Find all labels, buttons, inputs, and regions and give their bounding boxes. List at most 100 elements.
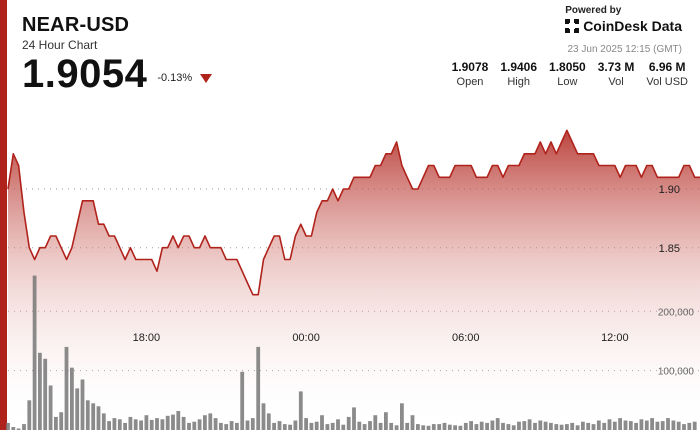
powered-by-label: Powered by [565, 5, 622, 16]
volume-tick-label: 100,000 [658, 367, 695, 378]
stat-value: 1.9406 [500, 60, 538, 74]
stat-label: Low [557, 76, 578, 88]
volume-bar [474, 424, 479, 430]
volume-bar [549, 422, 553, 430]
volume-bar [676, 421, 681, 430]
x-tick-label: 12:00 [601, 332, 629, 344]
volume-bar [261, 403, 266, 430]
volume-bar [117, 419, 122, 430]
volume-bar [330, 422, 335, 430]
volume-bar [38, 352, 42, 430]
volume-bar [612, 421, 617, 430]
x-tick-label: 18:00 [133, 332, 161, 344]
volume-bar [250, 418, 255, 430]
volume-bar [213, 418, 218, 430]
volume-bar [389, 422, 394, 430]
price-line [7, 129, 700, 296]
volume-bar [309, 422, 314, 430]
volume-bar [538, 420, 543, 430]
volume-bar [586, 422, 591, 430]
volume-bar [362, 424, 367, 430]
price-area [8, 130, 700, 430]
volume-bar [479, 421, 484, 430]
volume-bar [607, 419, 612, 430]
volume-bar [602, 422, 607, 430]
volume-bar [554, 424, 559, 430]
volume-bar [666, 418, 670, 430]
current-price: 1.9054 [22, 52, 148, 96]
volume-bar [203, 415, 207, 430]
volume-bar [293, 420, 298, 430]
volume-bar [671, 420, 676, 430]
volume-layer [6, 275, 697, 430]
volume-bar [192, 421, 197, 430]
volume-bar [298, 391, 303, 430]
volume-bar [304, 418, 308, 430]
coindesk-logo-icon [565, 19, 580, 33]
stat-value: 6.96 M [648, 60, 686, 74]
volume-bar [682, 424, 686, 430]
volume-bar [437, 424, 442, 430]
volume-bar [410, 415, 415, 430]
stat-value: 1.8050 [549, 60, 586, 74]
volume-bar [495, 418, 500, 430]
volume-bar [336, 419, 340, 430]
stat-vol: 3.73 M Vol [598, 60, 635, 88]
volume-bar [527, 419, 532, 430]
volume-bar [400, 403, 404, 430]
volume-bar [639, 419, 644, 430]
volume-bar [517, 421, 521, 430]
volume-bar [16, 428, 21, 430]
volume-bar [575, 425, 580, 430]
volume-bar [596, 420, 601, 430]
volume-bar [32, 275, 37, 430]
volume-bar [442, 422, 447, 430]
stat-value: 3.73 M [597, 60, 635, 74]
volume-bar [623, 420, 628, 430]
volume-bar [352, 407, 356, 430]
volume-bar [48, 385, 53, 430]
volume-bar [522, 421, 527, 430]
volume-bar [144, 415, 149, 430]
volume-bar [139, 420, 143, 430]
volume-bar [282, 424, 287, 430]
volume-bar [373, 415, 378, 430]
volume-bar [368, 421, 372, 430]
volume-bar [277, 421, 282, 430]
volume-bar [378, 422, 383, 430]
coindesk-logo: CoinDesk Data [565, 18, 682, 34]
volume-bar [447, 424, 452, 430]
volume-bar [405, 422, 410, 430]
stats-row: 1.9078 Open 1.9406 High 1.8050 Low 3.73 … [440, 60, 688, 88]
volume-bar [458, 425, 463, 430]
stat-vol-usd: 6.96 M Vol USD [646, 60, 688, 88]
stat-value: 1.9078 [451, 60, 489, 74]
volume-bar [570, 422, 575, 430]
logo-text: CoinDesk Data [583, 18, 682, 34]
volume-bar [155, 418, 159, 430]
volume-bar [240, 371, 245, 430]
down-arrow-icon [200, 74, 213, 83]
volume-bar [591, 424, 596, 430]
volume-bar [485, 422, 489, 430]
volume-bar [692, 421, 697, 430]
volume-bar [565, 424, 569, 430]
volume-bar [224, 424, 229, 430]
volume-bar [501, 422, 505, 430]
volume-bar [644, 420, 649, 430]
volume-bar [463, 422, 468, 430]
volume-bar [346, 416, 351, 430]
volume-bar [650, 418, 654, 430]
volume-bar [421, 425, 426, 430]
volume-bar [176, 411, 181, 430]
volume-bar [634, 422, 638, 430]
volume-bar [59, 412, 64, 430]
volume-bar [453, 425, 457, 430]
volume-bar [314, 421, 319, 430]
chart-subtitle: 24 Hour Chart [22, 38, 98, 52]
volume-bar [80, 379, 85, 430]
volume-bar [112, 418, 117, 430]
volume-bar [187, 422, 191, 430]
volume-bar [431, 424, 436, 430]
volume-bar [128, 416, 133, 430]
